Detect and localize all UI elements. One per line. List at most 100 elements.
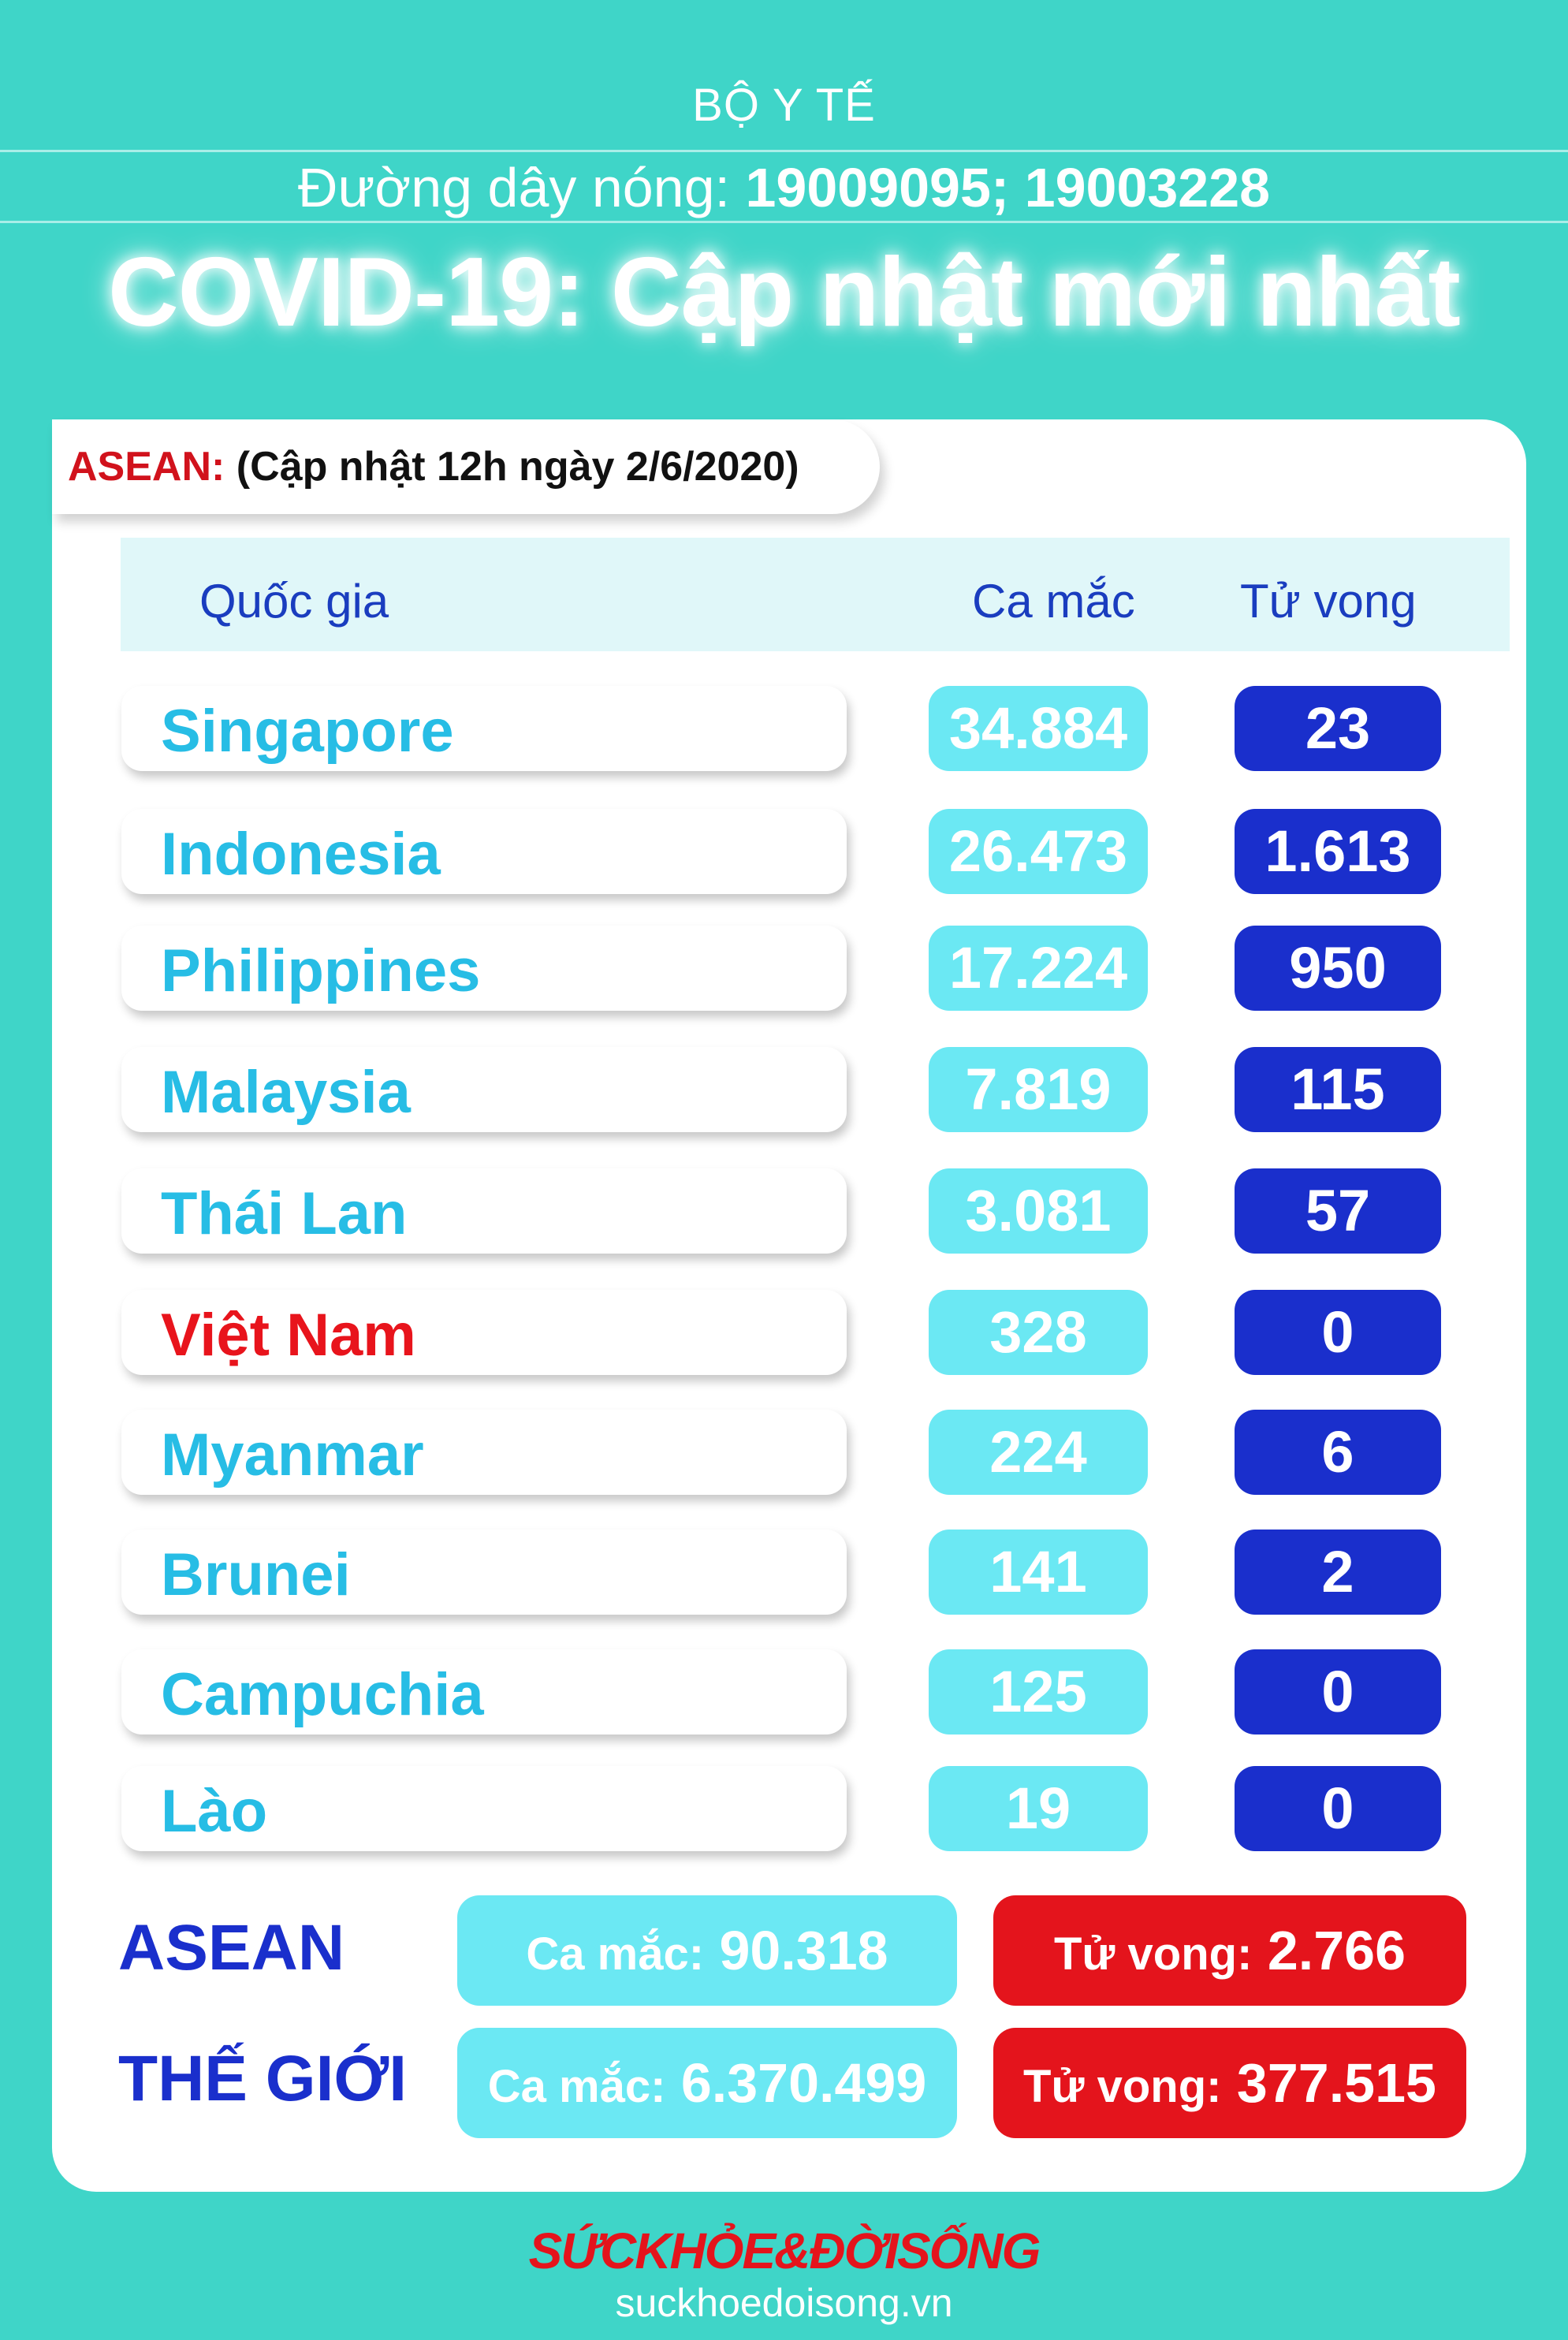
country-name: Indonesia xyxy=(161,821,441,888)
country-box: Việt Nam xyxy=(121,1290,847,1375)
header-divider xyxy=(0,221,1568,223)
deaths-box: 0 xyxy=(1235,1290,1441,1375)
country-box: Indonesia xyxy=(121,809,847,894)
deaths-value: 0 xyxy=(1321,1299,1354,1365)
table-row: Malaysia 7.819 115 xyxy=(52,1047,1526,1134)
summary-asean-label: ASEAN xyxy=(118,1912,345,1984)
cases-box: 34.884 xyxy=(929,686,1148,771)
cases-value: 141 xyxy=(989,1539,1087,1604)
header-deaths: Tử vong xyxy=(1240,575,1417,628)
deaths-prefix: Tử vong: xyxy=(1053,1928,1253,1980)
brand-url: suckhoedoisong.vn xyxy=(615,2281,953,2325)
country-box: Lào xyxy=(121,1766,847,1851)
cases-box: 26.473 xyxy=(929,809,1148,894)
deaths-box: 1.613 xyxy=(1235,809,1441,894)
cases-box: 328 xyxy=(929,1290,1148,1375)
header-cases: Ca mắc xyxy=(972,575,1135,628)
country-box: Philippines xyxy=(121,926,847,1011)
cases-prefix: Ca mắc: xyxy=(526,1928,705,1980)
stats-card: ASEAN: (Cập nhật 12h ngày 2/6/2020) Quốc… xyxy=(52,419,1526,2192)
table-row: Philippines 17.224 950 xyxy=(52,926,1526,1012)
update-time: (Cập nhật 12h ngày 2/6/2020) xyxy=(236,444,799,490)
deaths-box: 6 xyxy=(1235,1410,1441,1495)
cases-prefix: Ca mắc: xyxy=(487,2061,666,2112)
summary-asean-deaths: Tử vong: 2.766 xyxy=(993,1895,1466,2006)
table-row: Myanmar 224 6 xyxy=(52,1410,1526,1496)
cases-total: 90.318 xyxy=(719,1920,888,1981)
header-divider xyxy=(0,150,1568,152)
deaths-box: 950 xyxy=(1235,926,1441,1011)
table-row: Việt Nam 328 0 xyxy=(52,1290,1526,1377)
deaths-value: 115 xyxy=(1291,1056,1385,1122)
table-header: Quốc gia Ca mắc Tử vong xyxy=(121,538,1510,651)
deaths-value: 0 xyxy=(1321,1775,1354,1841)
country-name: Singapore xyxy=(161,698,454,765)
country-name: Việt Nam xyxy=(161,1302,416,1369)
hotline-label: Đường dây nóng: xyxy=(297,157,730,218)
deaths-total: 377.515 xyxy=(1236,2052,1436,2114)
country-name: Brunei xyxy=(161,1541,351,1608)
country-box: Campuchia xyxy=(121,1649,847,1735)
cases-box: 17.224 xyxy=(929,926,1148,1011)
table-row: Thái Lan 3.081 57 xyxy=(52,1168,1526,1255)
update-banner: ASEAN: (Cập nhật 12h ngày 2/6/2020) xyxy=(52,419,880,514)
cases-box: 125 xyxy=(929,1649,1148,1735)
country-name: Myanmar xyxy=(161,1422,424,1489)
hotline: Đường dây nóng: 19009095; 19003228 xyxy=(0,156,1568,219)
country-box: Singapore xyxy=(121,686,847,771)
deaths-prefix: Tử vong: xyxy=(1023,2061,1222,2112)
cases-value: 3.081 xyxy=(965,1178,1112,1243)
cases-box: 19 xyxy=(929,1766,1148,1851)
deaths-value: 950 xyxy=(1289,935,1387,1000)
cases-box: 3.081 xyxy=(929,1168,1148,1254)
table-row: Singapore 34.884 23 xyxy=(52,686,1526,773)
deaths-value: 0 xyxy=(1321,1659,1354,1724)
deaths-value: 23 xyxy=(1305,695,1371,761)
header-country: Quốc gia xyxy=(199,575,389,628)
cases-value: 224 xyxy=(989,1419,1087,1485)
cases-box: 141 xyxy=(929,1530,1148,1615)
table-row: Indonesia 26.473 1.613 xyxy=(52,809,1526,896)
summary-asean-cases: Ca mắc: 90.318 xyxy=(457,1895,957,2006)
brand-logo: SỨCKHỎE&ĐỜISỐNG xyxy=(528,2223,1041,2279)
cases-value: 328 xyxy=(989,1299,1087,1365)
country-name: Campuchia xyxy=(161,1661,484,1728)
deaths-value: 1.613 xyxy=(1264,818,1411,884)
country-box: Myanmar xyxy=(121,1410,847,1495)
summary-world-label: THẾ GIỚI xyxy=(118,2043,408,2115)
country-box: Malaysia xyxy=(121,1047,847,1132)
hotline-numbers: 19009095; 19003228 xyxy=(745,157,1271,218)
region-label: ASEAN: xyxy=(68,444,225,490)
deaths-box: 0 xyxy=(1235,1649,1441,1735)
summary-world-deaths: Tử vong: 377.515 xyxy=(993,2028,1466,2138)
cases-value: 26.473 xyxy=(948,818,1128,884)
summary-world-cases: Ca mắc: 6.370.499 xyxy=(457,2028,957,2138)
agency-name: BỘ Y TẾ xyxy=(692,80,876,131)
country-name: Lào xyxy=(161,1778,268,1845)
country-name: Philippines xyxy=(161,937,481,1004)
brand-footer: SỨCKHỎE&ĐỜISỐNG suckhoedoisong.vn xyxy=(0,2222,1568,2326)
cases-box: 224 xyxy=(929,1410,1148,1495)
cases-box: 7.819 xyxy=(929,1047,1148,1132)
country-box: Brunei xyxy=(121,1530,847,1615)
table-row: Lào 19 0 xyxy=(52,1766,1526,1853)
cases-value: 19 xyxy=(1005,1775,1071,1841)
deaths-box: 115 xyxy=(1235,1047,1441,1132)
deaths-box: 2 xyxy=(1235,1530,1441,1615)
country-box: Thái Lan xyxy=(121,1168,847,1254)
deaths-box: 0 xyxy=(1235,1766,1441,1851)
deaths-value: 6 xyxy=(1321,1419,1354,1485)
deaths-box: 23 xyxy=(1235,686,1441,771)
deaths-box: 57 xyxy=(1235,1168,1441,1254)
cases-value: 34.884 xyxy=(948,695,1128,761)
deaths-value: 2 xyxy=(1321,1539,1354,1604)
country-name: Malaysia xyxy=(161,1059,411,1126)
table-row: Campuchia 125 0 xyxy=(52,1649,1526,1736)
page-title: COVID-19: Cập nhật mới nhất xyxy=(108,238,1461,347)
cases-value: 125 xyxy=(989,1659,1087,1724)
deaths-total: 2.766 xyxy=(1267,1920,1406,1981)
cases-value: 17.224 xyxy=(948,935,1128,1000)
country-name: Thái Lan xyxy=(161,1180,408,1247)
cases-value: 7.819 xyxy=(965,1056,1112,1122)
deaths-value: 57 xyxy=(1305,1178,1371,1243)
